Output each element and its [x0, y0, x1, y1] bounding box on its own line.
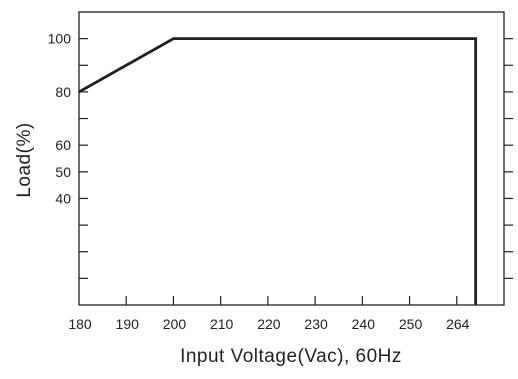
- y-axis-tick-labels: 100 80 60 50 40: [48, 31, 72, 207]
- x-tick-label: 180: [68, 316, 92, 332]
- x-tick-label: 264: [446, 316, 470, 332]
- y-tick-label: 60: [55, 137, 71, 153]
- y-axis-ticks-right: [504, 38, 513, 279]
- series-layer: [78, 37, 478, 305]
- x-axis-tick-labels: 180 190 200 210 220 230 240 250 264: [68, 316, 469, 332]
- y-tick-label: 100: [48, 31, 72, 47]
- y-axis-label: Load(%): [14, 122, 35, 197]
- y-tick-label: 40: [55, 190, 71, 206]
- y-tick-label: 80: [55, 84, 71, 100]
- x-axis-label: Input Voltage(Vac), 60Hz: [180, 346, 402, 367]
- y-axis-ticks-left: [79, 38, 88, 279]
- y-tick-label: 50: [55, 164, 71, 180]
- derating-curve: [78, 37, 478, 305]
- x-tick-label: 240: [352, 316, 376, 332]
- x-tick-label: 230: [304, 316, 328, 332]
- x-axis-ticks: [125, 296, 458, 305]
- x-tick-label: 210: [210, 316, 234, 332]
- x-tick-label: 200: [163, 316, 187, 332]
- x-tick-label: 190: [116, 316, 140, 332]
- x-tick-label: 220: [257, 316, 281, 332]
- plot-frame: [78, 11, 505, 306]
- x-tick-label: 250: [399, 316, 423, 332]
